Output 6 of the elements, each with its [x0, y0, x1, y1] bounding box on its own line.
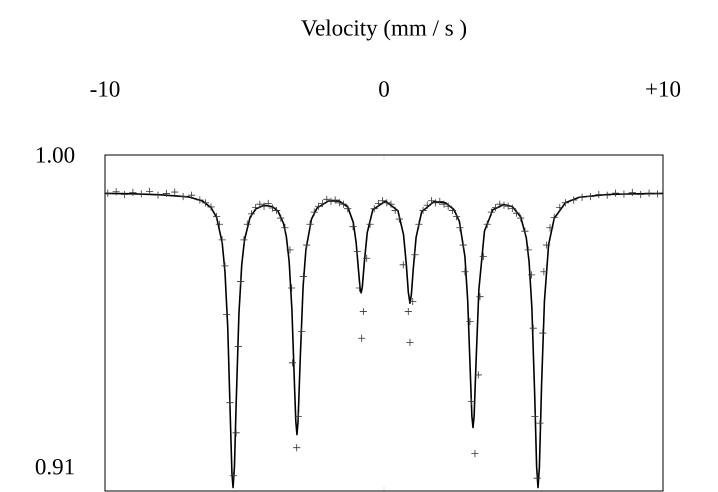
x-tick-label: -10	[90, 81, 120, 98]
y-tick-label: 1.00	[36, 147, 74, 164]
y-tick-label: 0.91	[36, 459, 74, 475]
x-tick-label: 0	[379, 81, 389, 98]
x-tick-label: +10	[646, 81, 680, 98]
x-axis-title: Velocity (mm / s )	[301, 20, 466, 41]
